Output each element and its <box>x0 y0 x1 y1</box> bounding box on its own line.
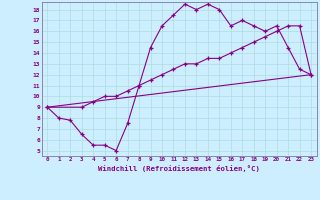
X-axis label: Windchill (Refroidissement éolien,°C): Windchill (Refroidissement éolien,°C) <box>98 165 260 172</box>
